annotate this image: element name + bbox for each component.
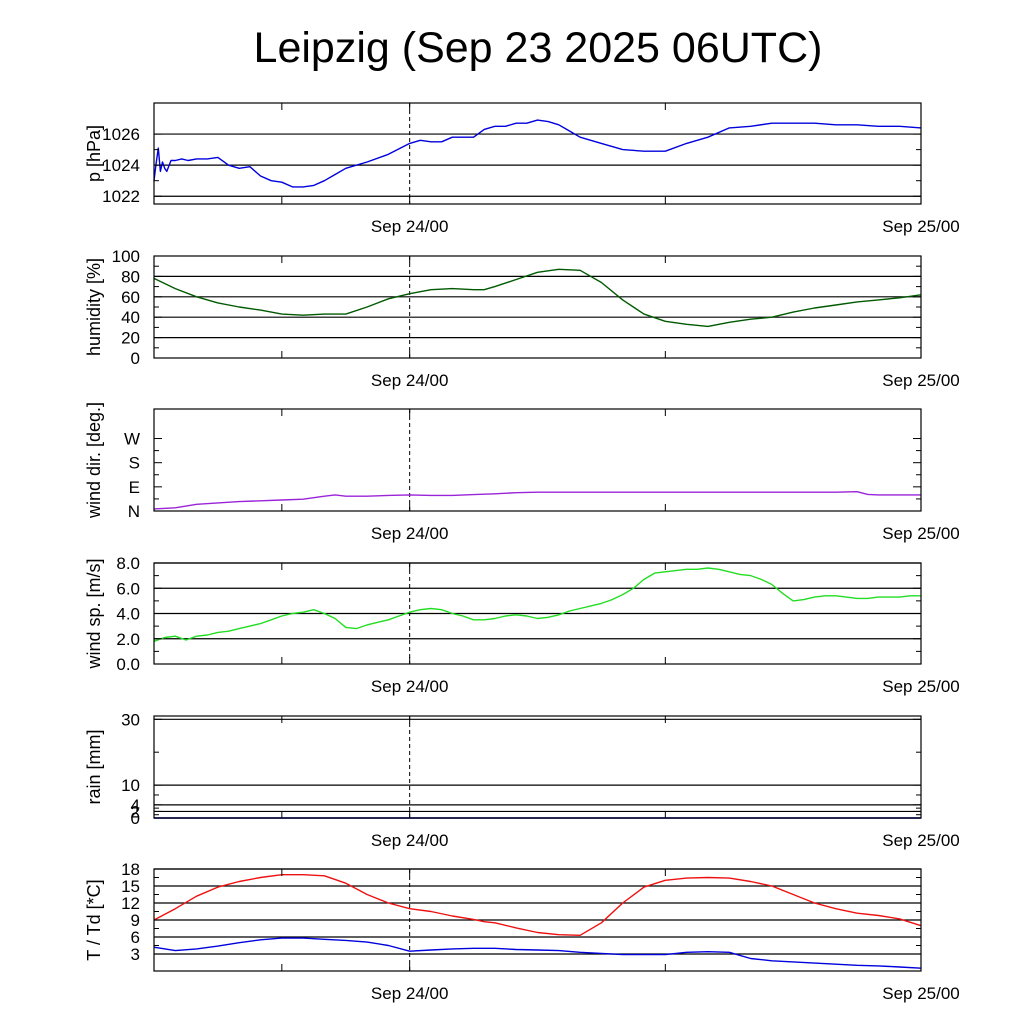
y-tick-label: E bbox=[129, 478, 140, 497]
y-tick-label: 1022 bbox=[102, 187, 140, 206]
y-tick-label: 40 bbox=[121, 308, 140, 327]
x-tick-label: Sep 24/00 bbox=[371, 677, 449, 696]
y-tick-label: 12 bbox=[121, 894, 140, 913]
y-tick-label: 4 bbox=[131, 796, 140, 815]
y-tick-label: S bbox=[129, 454, 140, 473]
y-axis-title: rain [mm] bbox=[84, 729, 104, 804]
x-tick-label: Sep 24/00 bbox=[371, 831, 449, 850]
y-tick-label: 60 bbox=[121, 288, 140, 307]
y-tick-label: W bbox=[124, 430, 140, 449]
x-tick-label: Sep 25/00 bbox=[882, 677, 960, 696]
x-tick-label: Sep 25/00 bbox=[882, 217, 960, 236]
y-tick-label: 20 bbox=[121, 329, 140, 348]
series-line-1 bbox=[153, 119, 922, 188]
y-tick-label: 6 bbox=[131, 928, 140, 947]
y-axis-title: wind dir. [deg.] bbox=[84, 402, 104, 519]
panel-1: 1022 1024 1026 Sep 24/00 Sep 25/00 p [hPa] bbox=[84, 102, 960, 236]
x-tick-label: Sep 25/00 bbox=[882, 524, 960, 543]
y-tick-label: 0 bbox=[131, 349, 140, 368]
y-tick-label: 1026 bbox=[102, 125, 140, 144]
y-tick-label: 4.0 bbox=[116, 605, 140, 624]
y-tick-label: 0 bbox=[131, 809, 140, 828]
x-tick-label: Sep 25/00 bbox=[882, 371, 960, 390]
y-axis-title: humidity [%] bbox=[84, 258, 104, 356]
y-tick-label: 1024 bbox=[102, 156, 140, 175]
y-tick-label: 100 bbox=[112, 247, 140, 266]
y-tick-label: 0.0 bbox=[116, 655, 140, 674]
y-tick-label: 8.0 bbox=[116, 554, 140, 573]
plot-frame bbox=[153, 255, 922, 359]
chart-title: Leipzig (Sep 23 2025 06UTC) bbox=[253, 24, 823, 72]
y-axis-title: p [hPa] bbox=[84, 125, 104, 182]
x-tick-label: Sep 24/00 bbox=[371, 524, 449, 543]
x-tick-label: Sep 25/00 bbox=[882, 984, 960, 1003]
panel-4: 0.0 2.0 4.0 6.0 8.0 Sep 24/00 Sep 25/00 wind sp… bbox=[84, 554, 960, 696]
series-line-2 bbox=[153, 937, 922, 969]
y-tick-label: 9 bbox=[131, 911, 140, 930]
plot-frame bbox=[153, 102, 922, 205]
y-tick-label: 2 bbox=[131, 802, 140, 821]
x-tick-label: Sep 25/00 bbox=[882, 831, 960, 850]
y-tick-label: 15 bbox=[121, 877, 140, 896]
series-line-1 bbox=[153, 491, 921, 510]
y-tick-label: 30 bbox=[121, 710, 140, 729]
series-line-1 bbox=[153, 567, 921, 642]
x-tick-label: Sep 24/00 bbox=[371, 371, 449, 390]
x-tick-label: Sep 24/00 bbox=[371, 217, 449, 236]
plot-frame bbox=[153, 715, 922, 819]
x-tick-label: Sep 24/00 bbox=[371, 984, 449, 1003]
y-tick-label: N bbox=[128, 502, 140, 521]
series-line-1 bbox=[153, 874, 922, 936]
series-line-1 bbox=[153, 268, 922, 328]
y-tick-label: 18 bbox=[121, 860, 140, 879]
y-axis-title: wind sp. [m/s] bbox=[84, 558, 104, 669]
y-tick-label: 3 bbox=[131, 945, 140, 964]
y-tick-label: 10 bbox=[121, 776, 140, 795]
plot-frame bbox=[153, 408, 922, 512]
y-tick-label: 80 bbox=[121, 267, 140, 286]
y-tick-label: 6.0 bbox=[116, 579, 140, 598]
y-axis-title: T / Td [*C] bbox=[84, 879, 104, 960]
y-tick-label: 2.0 bbox=[116, 630, 140, 649]
